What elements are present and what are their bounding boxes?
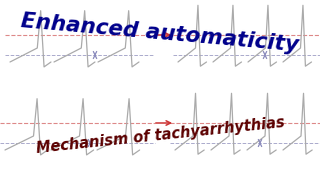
Text: Enhanced automaticity: Enhanced automaticity	[20, 11, 300, 55]
Text: Mechanism of tachyarrhythias: Mechanism of tachyarrhythias	[35, 115, 285, 156]
